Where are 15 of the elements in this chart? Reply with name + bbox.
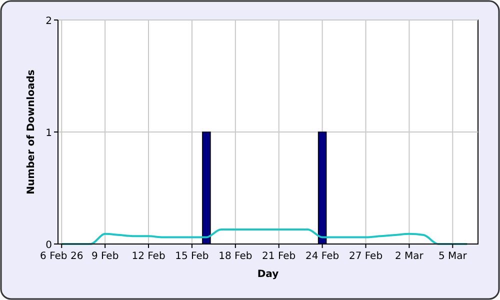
x-tick-label: 15 Feb <box>175 251 209 262</box>
x-tick-label: 5 Mar <box>438 251 468 262</box>
y-tick-label: 2 <box>46 16 52 27</box>
x-tick-label: 12 Feb <box>132 251 166 262</box>
x-tick-label: 9 Feb <box>91 251 119 262</box>
x-axis-title: Day <box>257 269 280 280</box>
x-tick-label: 6 Feb 26 <box>40 251 84 262</box>
y-tick-label: 1 <box>46 128 52 139</box>
x-tick-label: 27 Feb <box>348 251 383 262</box>
x-tick-label: 2 Mar <box>394 251 424 262</box>
x-tick-label: 18 Feb <box>218 251 252 262</box>
x-tick-label: 24 Feb <box>306 251 340 262</box>
y-tick-label: 0 <box>46 240 52 251</box>
y-axis-title: Number of Downloads <box>26 70 37 194</box>
x-tick-label: 21 Feb <box>262 251 296 262</box>
